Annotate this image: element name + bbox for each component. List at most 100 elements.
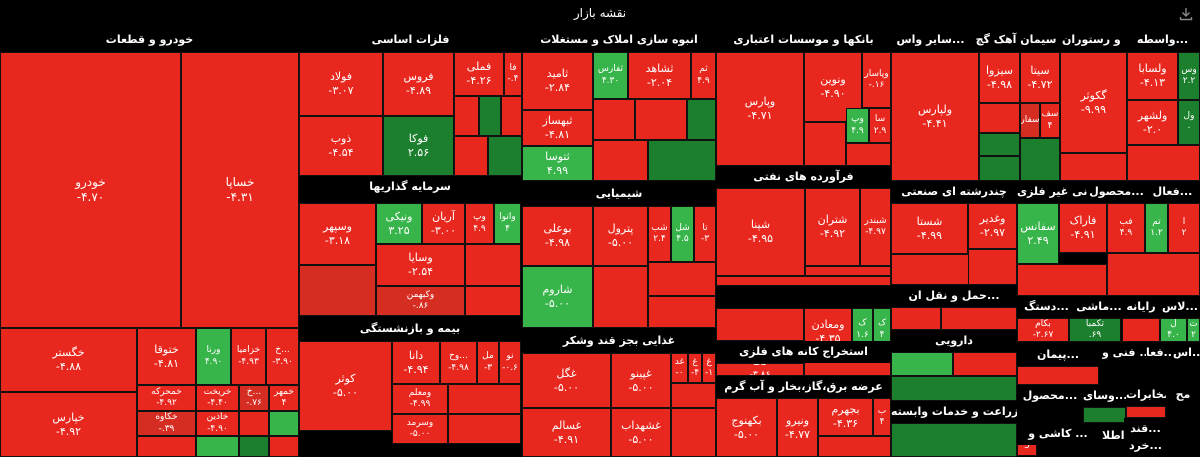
stock-tile[interactable]: ثفارس ۴.۳۰ [593,52,628,99]
stock-tile[interactable]: غ -۴ [688,353,702,383]
sector-header[interactable]: سایر واس... [891,27,970,52]
treemap-filler-tile[interactable] [269,411,299,436]
stock-tile[interactable]: وپ ۴.۹ [465,203,494,244]
stock-tile[interactable]: وغدیر -۲.۹۷ [968,203,1017,249]
sector-header[interactable]: دستگ... [1017,296,1076,318]
stock-tile[interactable]: خ... -۳.۹۰ [266,328,299,385]
treemap-filler-tile[interactable] [593,140,648,181]
stock-tile[interactable]: شبندر -۴.۹۷ [860,188,891,266]
stock-tile[interactable]: غسالم -۴.۹۱ [522,408,611,457]
stock-tile[interactable]: فب ۴.۹ [1107,203,1145,253]
sector-header[interactable]: چندرشته ای صنعتی [891,181,1017,203]
stock-tile[interactable]: وس ۲.۲ [1178,52,1200,100]
treemap-filler-tile[interactable] [846,143,891,166]
treemap-filler-tile[interactable] [196,436,239,457]
treemap-filler-tile[interactable] [1017,264,1107,296]
sector-header[interactable]: فرآورده های نفتی [716,166,891,188]
treemap-filler-tile[interactable] [1127,145,1200,181]
treemap-filler-tile[interactable] [804,122,846,166]
sector-header[interactable]: استخراج کانه های فلزی [716,341,891,363]
stock-tile[interactable]: ل ۴.۰ [1160,318,1187,342]
stock-tile[interactable]: غپینو -۵.۰۰ [611,353,671,408]
treemap-filler-tile[interactable] [1060,153,1127,181]
sector-header[interactable]: دارویی [891,330,1017,352]
stock-tile[interactable]: گکوثر -۹.۹۹ [1060,52,1127,153]
stock-tile[interactable]: ثم ۴.۹ [691,52,716,99]
sector-header[interactable]: مح [1166,384,1200,406]
stock-tile[interactable]: سیزوا -۴.۹۸ [979,52,1020,103]
stock-tile[interactable]: پترول -۵.۰۰ [593,206,648,266]
stock-tile[interactable]: فاراک -۴.۹۱ [1059,203,1107,253]
stock-tile[interactable]: وسایا -۲.۵۴ [376,244,465,286]
treemap-filler-tile[interactable] [1017,366,1099,385]
sector-header[interactable]: انبوه سازی املاک و مستغلات [522,27,716,52]
treemap-filler-tile[interactable] [979,156,1020,181]
stock-tile[interactable]: واتوا ۴ [494,203,521,244]
stock-tile[interactable]: بوعلی -۴.۹۸ [522,206,593,266]
stock-tile[interactable]: شل ۴.۵ [671,206,694,262]
treemap-filler-tile[interactable] [891,376,1017,401]
stock-tile[interactable]: خمحرکه -۴.۹۲ [137,385,196,411]
stock-tile[interactable]: فروس -۴.۸۹ [383,52,454,116]
sector-header[interactable]: غذایی بجز قند وشکر [522,328,716,353]
stock-tile[interactable] [891,307,941,330]
sector-header[interactable]: عرضه برق،گاز،بخار و آب گرم [716,376,891,398]
sector-header[interactable]: محصول... [1017,385,1083,407]
treemap-filler-tile[interactable] [671,383,716,408]
stock-tile[interactable]: سف ۴ [1040,103,1060,138]
stock-tile[interactable]: ولشهر -۲.۰ [1127,100,1178,145]
stock-tile[interactable] [716,308,804,341]
stock-tile[interactable]: دانا -۴.۹۴ [392,341,440,384]
stock-tile[interactable]: ذوب -۴.۵۴ [299,116,383,176]
stock-tile[interactable]: خمهر ۴ [269,385,299,411]
stock-tile[interactable]: کوثر -۵.۰۰ [299,341,392,431]
treemap-filler-tile[interactable] [979,103,1020,133]
treemap-filler-tile[interactable] [891,352,953,376]
stock-tile[interactable]: مل -۳ [477,341,499,384]
treemap-filler-tile[interactable] [488,136,522,176]
stock-tile[interactable]: سا ۲.۹ [869,108,891,143]
stock-tile[interactable]: بجهرم -۴.۳۶ [818,398,873,436]
treemap-filler-tile[interactable] [818,436,891,457]
stock-tile[interactable]: فولاد -۳.۰۷ [299,52,383,116]
treemap-filler-tile[interactable] [968,249,1017,285]
stock-tile[interactable]: خزامیا -۴.۹۳ [231,328,266,385]
stock-tile[interactable]: خ... -.۷۶ [239,385,269,411]
treemap-filler-tile[interactable] [448,384,521,414]
stock-tile[interactable]: وکبهمن -.۸۶ [376,286,465,316]
download-icon[interactable] [1178,6,1194,22]
sector-header[interactable]: وسای... [1083,385,1126,407]
stock-tile[interactable]: ثامید -۲.۸۴ [522,52,593,110]
stock-tile[interactable]: خکاوه -.۳۹ [137,411,196,436]
treemap-filler-tile[interactable] [979,133,1020,156]
stock-tile[interactable]: ثتوسا ۴.۹۹ [522,146,593,181]
stock-tile[interactable]: غگل -۵.۰۰ [522,353,611,408]
stock-tile[interactable]: تکمبا .۶۹ [1069,318,1121,342]
stock-tile[interactable]: فا -.۴ [504,52,522,96]
sector-header[interactable]: رایانه [1122,296,1160,318]
sector-header[interactable]: سرمایه گذاریها [299,176,521,198]
stock-tile[interactable]: ورنا ۴.۹۰ [196,328,231,385]
treemap-filler-tile[interactable] [687,99,716,140]
stock-tile[interactable]: کاما -۳.۸۶ [716,363,804,376]
stock-tile[interactable]: شپنا -۴.۹۵ [716,188,805,276]
sector-header[interactable]: بانکها و موسسات اعتباری [716,27,891,52]
sector-header[interactable]: واسطه... [1125,27,1200,52]
sector-header[interactable]: حمل و نقل ان... [891,285,1017,307]
stock-tile[interactable]: شاروم -۵.۰۰ [522,266,593,328]
stock-tile[interactable]: وپاسار -.۱۶ [862,52,891,108]
sector-header[interactable]: شیمیایی [522,181,716,206]
stock-tile[interactable]: ونیکی ۳.۲۵ [376,203,422,244]
stock-tile[interactable]: وسپهر -۳.۱۸ [299,203,376,265]
sector-header[interactable]: خودرو و قطعات [0,27,299,52]
treemap-filler-tile[interactable] [716,276,891,286]
stock-tile[interactable]: سفار [1020,103,1040,138]
stock-tile[interactable]: غشهداب -۵.۰۰ [611,408,671,457]
treemap-filler-tile[interactable] [941,307,1017,330]
stock-tile[interactable]: ولسابا -۴.۱۳ [1127,52,1178,100]
treemap-filler-tile[interactable] [1020,138,1060,181]
treemap-filler-tile[interactable] [299,265,376,316]
treemap-filler-tile[interactable] [648,262,716,296]
stock-tile[interactable]: آریان -۳.۰۰ [422,203,465,244]
